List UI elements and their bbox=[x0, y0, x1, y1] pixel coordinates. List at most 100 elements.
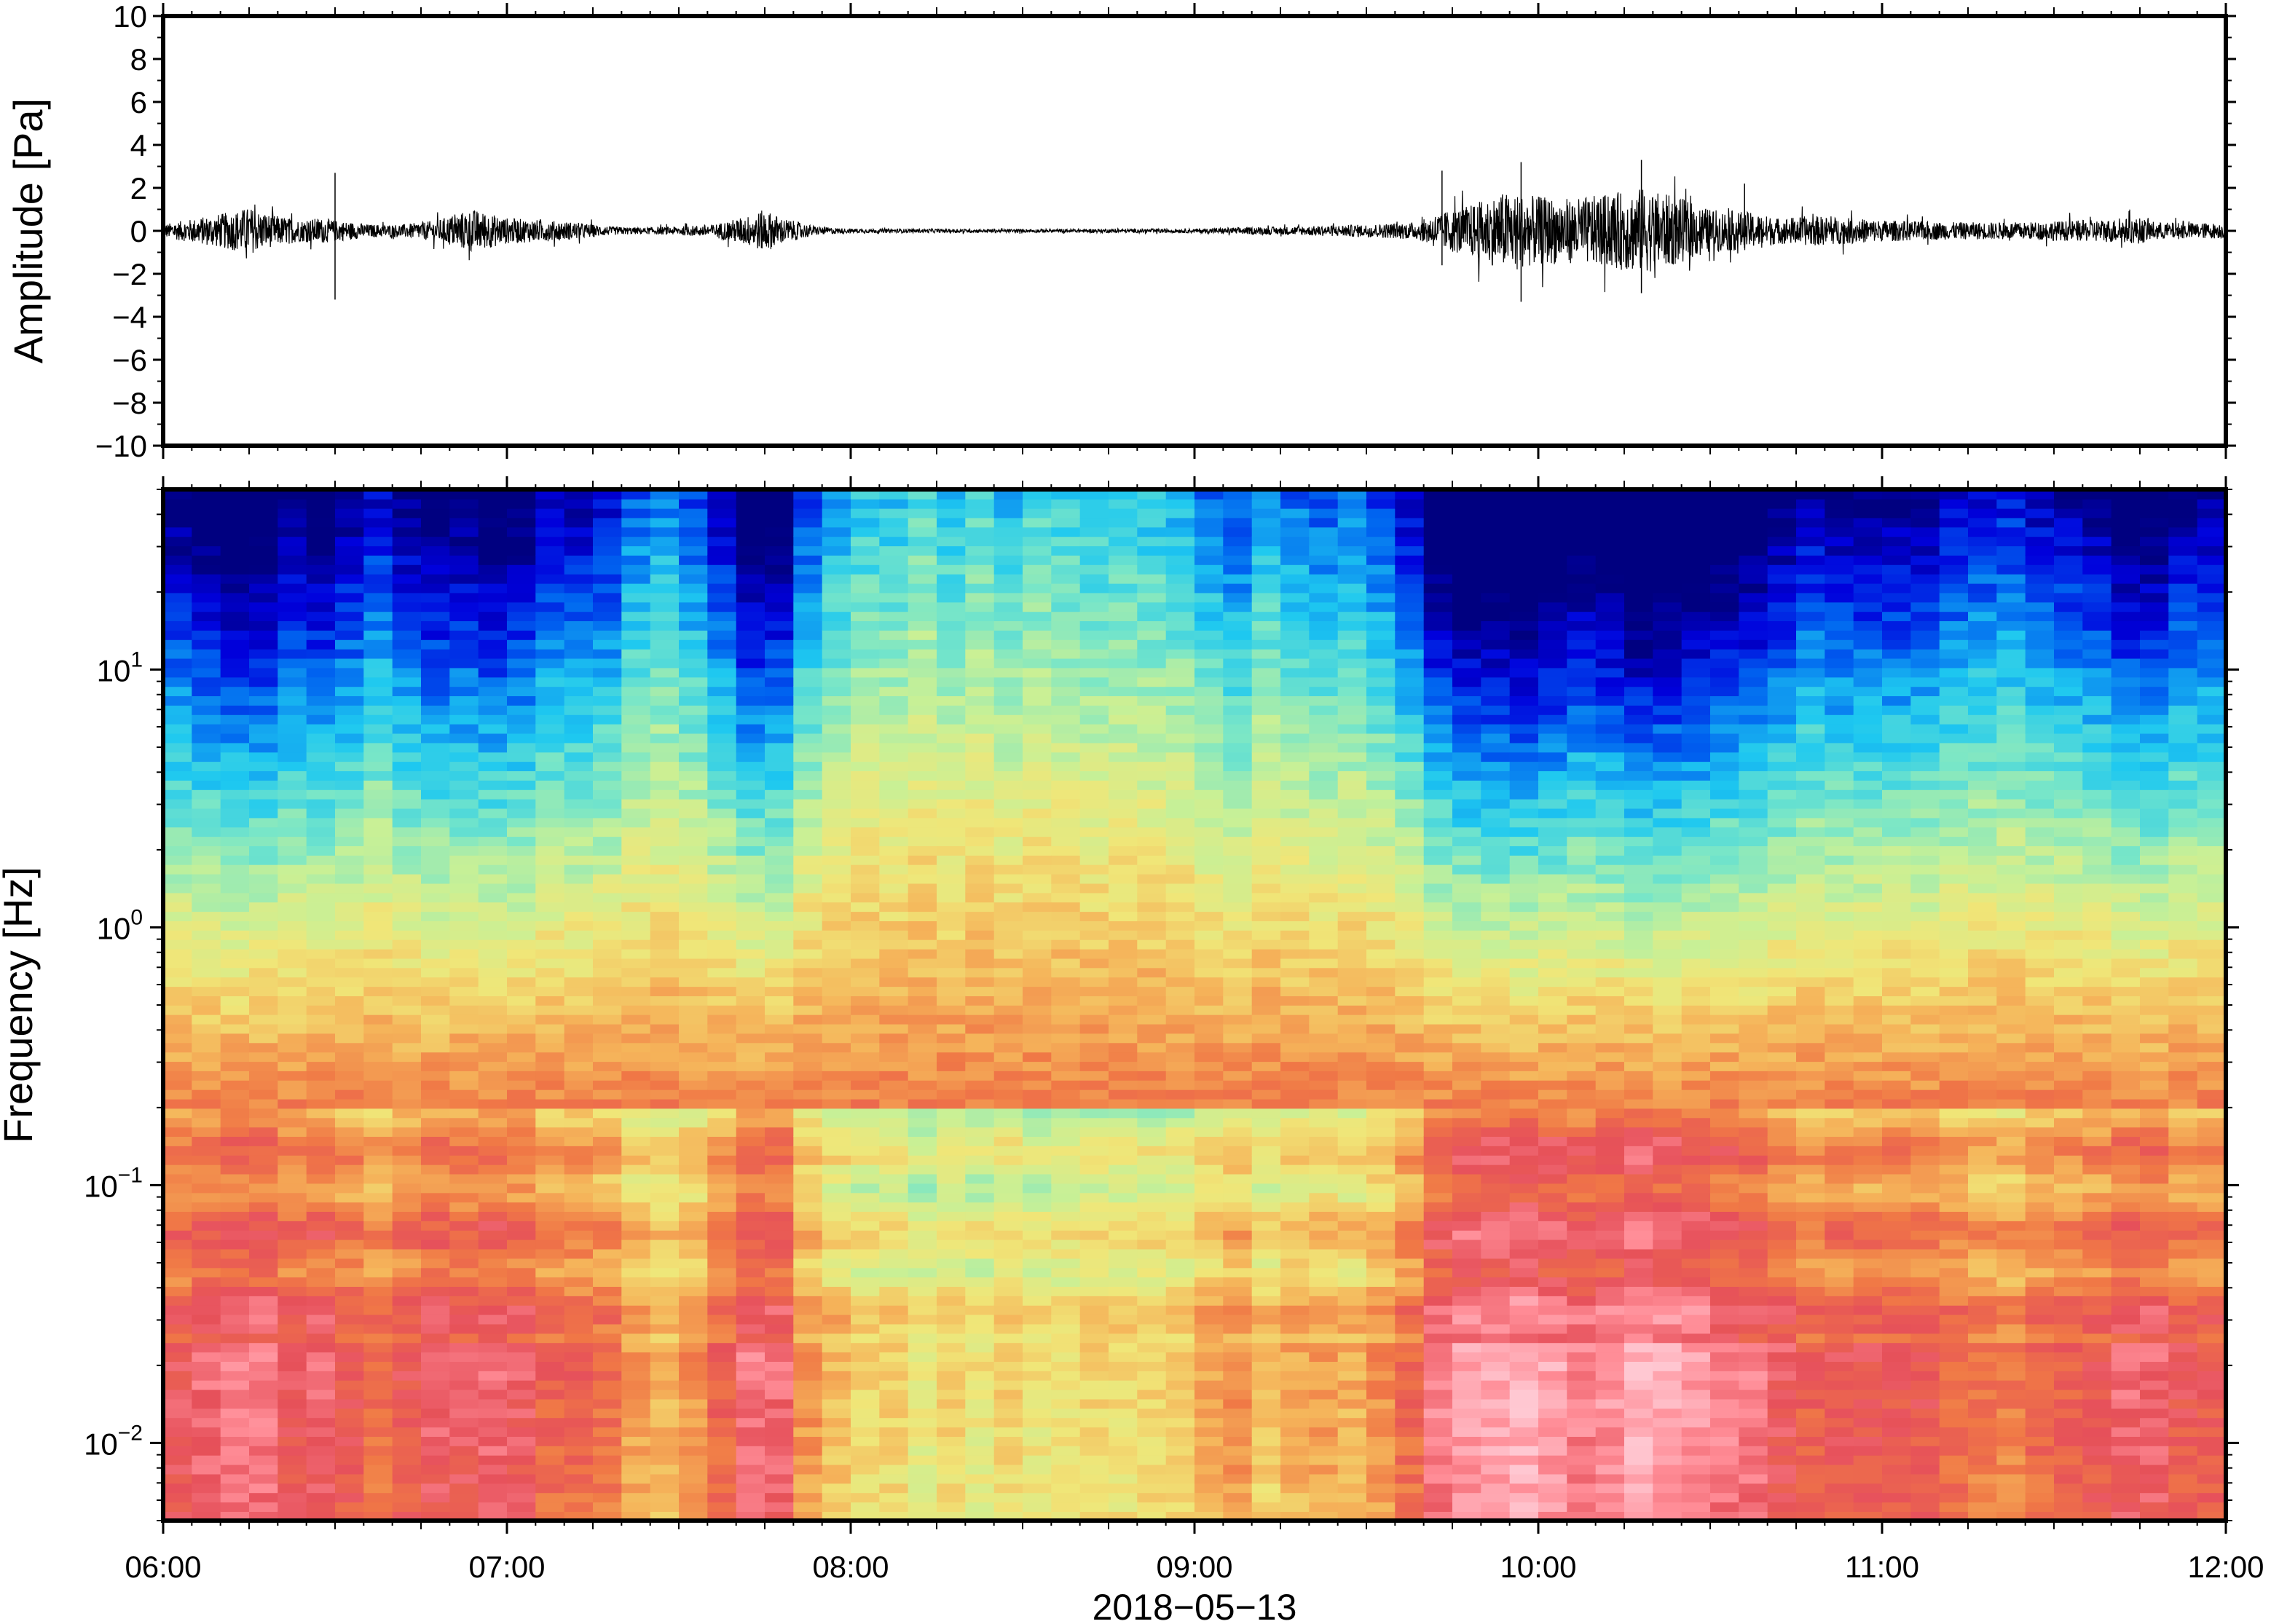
spectrogram-cell bbox=[192, 620, 221, 631]
spectrogram-cell bbox=[1109, 780, 1138, 790]
spectrogram-cell bbox=[765, 1052, 795, 1063]
spectrogram-cell bbox=[1223, 658, 1253, 669]
spectrogram-cell bbox=[937, 602, 967, 612]
spectrogram-cell bbox=[621, 1446, 651, 1456]
spectrogram-cell bbox=[793, 695, 823, 706]
spectrogram-cell bbox=[1051, 489, 1081, 500]
spectrogram-cell bbox=[192, 864, 221, 875]
spectrogram-cell bbox=[192, 1304, 221, 1315]
spectrogram-cell bbox=[793, 1221, 823, 1231]
spectrogram-cell bbox=[621, 1361, 651, 1371]
spectrogram-cell bbox=[1137, 1286, 1167, 1296]
spectrogram-cell bbox=[937, 902, 967, 912]
spectrogram-cell bbox=[707, 1408, 737, 1419]
spectrogram-cell bbox=[192, 1117, 221, 1128]
spectrogram-cell bbox=[593, 911, 623, 921]
spectrogram-cell bbox=[1079, 602, 1109, 612]
spectrogram-cell bbox=[535, 667, 565, 678]
spectrogram-cell bbox=[851, 648, 881, 659]
spectrogram-cell bbox=[335, 986, 365, 996]
spectrogram-cell bbox=[937, 1371, 967, 1381]
spectrogram-cell bbox=[392, 1080, 422, 1090]
spectrogram-cell bbox=[1137, 1511, 1167, 1521]
spectrogram-cell bbox=[1023, 1464, 1052, 1475]
spectrogram-cell bbox=[851, 1314, 881, 1325]
spectrogram-cell bbox=[421, 1202, 451, 1212]
spectrogram-cell bbox=[163, 921, 193, 931]
spectrogram-cell bbox=[1309, 873, 1339, 884]
spectrogram-cell bbox=[163, 798, 193, 809]
spectrogram-cell bbox=[793, 1202, 823, 1212]
spectrogram-cell bbox=[1079, 1071, 1109, 1081]
spectrogram-cell bbox=[192, 1342, 221, 1353]
spectrogram-cell bbox=[535, 921, 565, 931]
spectrogram-cell bbox=[1137, 798, 1167, 809]
spectrogram-cell bbox=[1194, 1108, 1224, 1119]
spectrogram-cell bbox=[249, 742, 279, 753]
spectrogram-cell bbox=[1337, 1464, 1367, 1475]
spectrogram-cell bbox=[621, 1089, 651, 1100]
spectrogram-cell bbox=[765, 1248, 795, 1259]
spectrogram-cell bbox=[1223, 1323, 1253, 1334]
spectrogram-cell bbox=[621, 1221, 651, 1231]
spectrogram-cell bbox=[965, 1314, 995, 1325]
spectrogram-cell bbox=[1023, 1014, 1052, 1025]
spectrogram-cell bbox=[650, 1014, 680, 1025]
spectrogram-cell bbox=[1165, 996, 1195, 1006]
spectrogram-cell bbox=[192, 723, 221, 734]
spectrogram-cell bbox=[1223, 1229, 1253, 1240]
spectrogram-cell bbox=[765, 1023, 795, 1034]
spectrogram-cell bbox=[1251, 1511, 1281, 1521]
spectrogram-cell bbox=[363, 695, 393, 706]
spectrogram-cell bbox=[1137, 1277, 1167, 1287]
spectrogram-cell bbox=[965, 864, 995, 875]
spectrogram-cell bbox=[650, 1417, 680, 1428]
spectrogram-cell bbox=[793, 1427, 823, 1437]
spectrogram-cell bbox=[937, 1239, 967, 1250]
spectrogram-cell bbox=[392, 855, 422, 865]
spectrogram-cell bbox=[707, 761, 737, 771]
spectrogram-cell bbox=[335, 1098, 365, 1109]
spectrogram-cell bbox=[822, 883, 851, 894]
spectrogram-cell bbox=[650, 911, 680, 921]
spectrogram-cell bbox=[879, 620, 909, 631]
spectrogram-cell bbox=[1280, 639, 1310, 650]
spectrogram-cell bbox=[993, 1361, 1023, 1371]
spectrogram-cell bbox=[1280, 1314, 1310, 1325]
spectrogram-cell bbox=[593, 1221, 623, 1231]
spectrogram-cell bbox=[851, 780, 881, 790]
spectrogram-cell bbox=[621, 770, 651, 781]
spectrogram-cell bbox=[192, 1258, 221, 1269]
spectrogram-cell bbox=[765, 845, 795, 856]
spectrogram-cell bbox=[192, 592, 221, 603]
spectrogram-cell bbox=[449, 648, 479, 659]
spectrogram-cell bbox=[1051, 527, 1081, 537]
spectrogram-cell bbox=[993, 921, 1023, 931]
spectrogram-cell bbox=[679, 611, 709, 621]
spectrogram-cell bbox=[707, 555, 737, 565]
spectrogram-cell bbox=[793, 1446, 823, 1456]
spectrogram-cell bbox=[765, 1492, 795, 1503]
spectrogram-cell bbox=[1366, 1023, 1396, 1034]
spectrogram-cell bbox=[1137, 1389, 1167, 1400]
spectrogram-cell bbox=[1023, 742, 1052, 753]
spectrogram-cell bbox=[851, 883, 881, 894]
spectrogram-cell bbox=[621, 1427, 651, 1437]
spectrogram-cell bbox=[1079, 883, 1109, 894]
spectrogram-cell bbox=[1223, 1211, 1253, 1221]
spectrogram-cell bbox=[1051, 1192, 1081, 1203]
spectrogram-cell bbox=[908, 545, 937, 556]
spectrogram-cell bbox=[851, 536, 881, 547]
spectrogram-cell bbox=[1051, 1502, 1081, 1512]
spectrogram-cell bbox=[851, 1173, 881, 1184]
spectrogram-cell bbox=[278, 1473, 307, 1484]
spectrogram-cell bbox=[535, 1267, 565, 1278]
spectrogram-cell bbox=[392, 752, 422, 762]
spectrogram-cell bbox=[1023, 733, 1052, 744]
spectrogram-cell bbox=[363, 789, 393, 800]
spectrogram-cell bbox=[1051, 686, 1081, 696]
spectrogram-cell bbox=[593, 996, 623, 1006]
spectrogram-cell bbox=[851, 902, 881, 912]
spectrogram-cell bbox=[965, 1127, 995, 1137]
spectrogram-cell bbox=[421, 1183, 451, 1194]
